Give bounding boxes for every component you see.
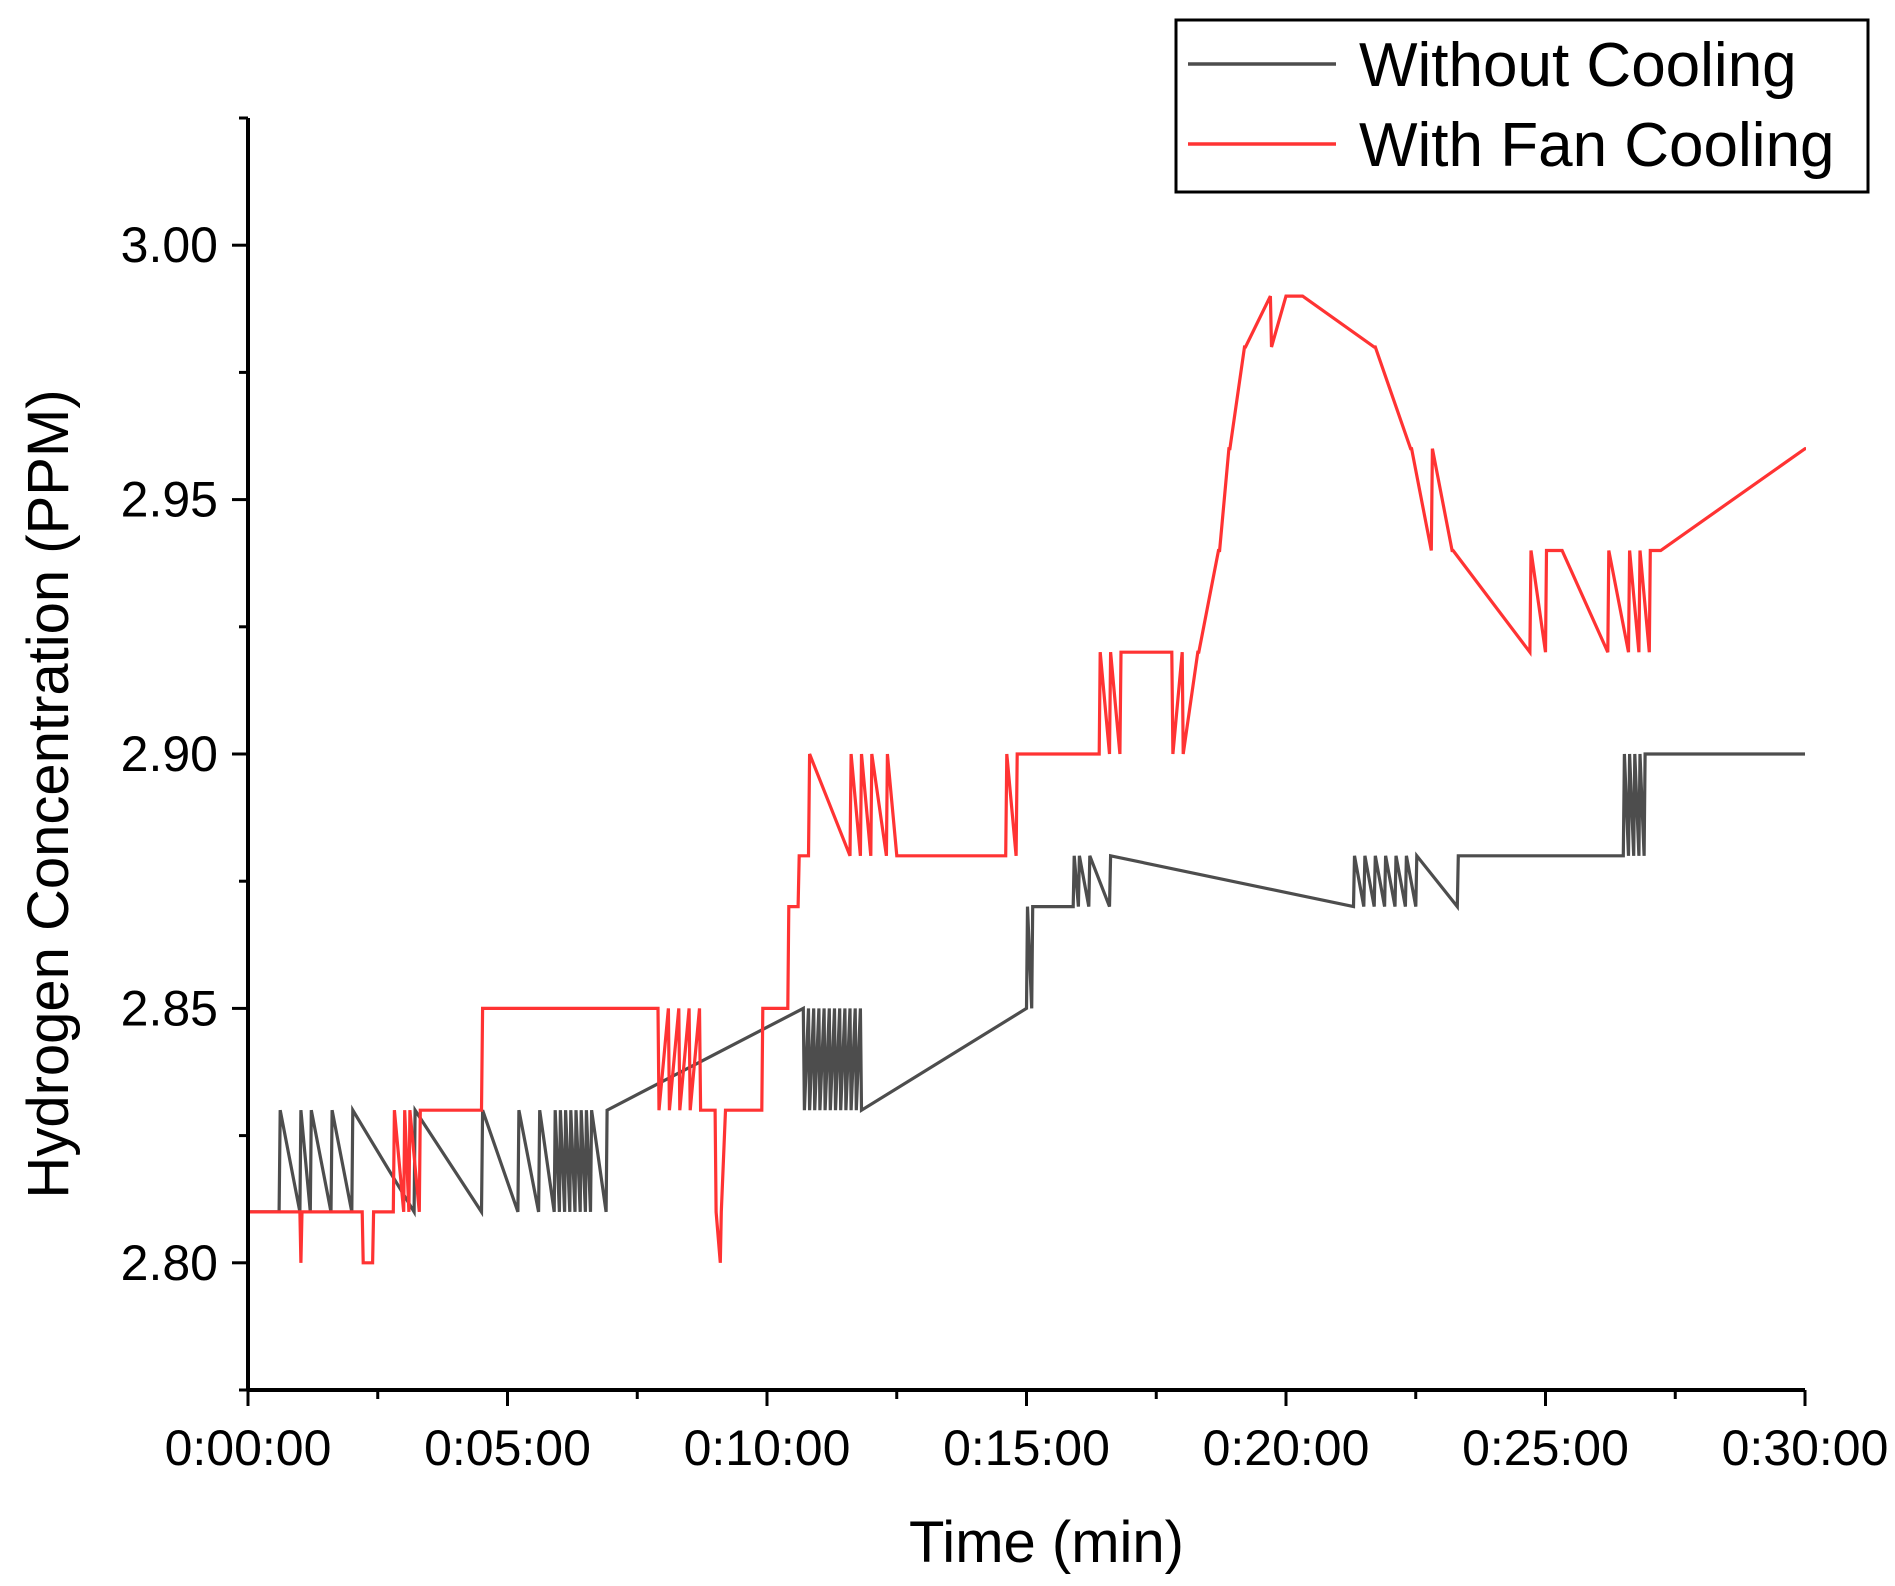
x-tick-label: 0:10:00	[684, 1420, 851, 1476]
legend-box	[1174, 18, 1870, 194]
ticks-layer: 0:00:00 0:05:00 0:10:00 0:15:00 0:20:00 0:25:…	[121, 116, 1889, 1476]
x-tick-label: 0:05:00	[424, 1420, 591, 1476]
legend-label: With Fan Cooling	[1359, 111, 1835, 180]
y-tick-label: 3.00	[121, 217, 218, 273]
y-tick-label: 2.95	[121, 472, 218, 528]
x-tick-label: 0:30:00	[1722, 1420, 1889, 1476]
legend: Without Cooling With Fan Cooling	[1174, 18, 1870, 194]
x-axis-title: Time (min)	[909, 1510, 1184, 1575]
x-tick-label: 0:15:00	[943, 1420, 1110, 1476]
series-line-with-fan-cooling	[248, 294, 1806, 1265]
x-tick-label: 0:00:00	[165, 1420, 332, 1476]
y-tick-label: 2.85	[121, 980, 218, 1036]
x-tick-label: 0:25:00	[1462, 1420, 1629, 1476]
series-layer	[248, 294, 1806, 1265]
y-tick-label: 2.80	[121, 1235, 218, 1291]
y-axis-title: Hydrogen Concentration (PPM)	[16, 389, 81, 1198]
legend-label: Without Cooling	[1359, 31, 1797, 100]
x-tick-label: 0:20:00	[1203, 1420, 1370, 1476]
y-tick-label: 2.90	[121, 726, 218, 782]
series-line-without-cooling	[248, 752, 1805, 1218]
